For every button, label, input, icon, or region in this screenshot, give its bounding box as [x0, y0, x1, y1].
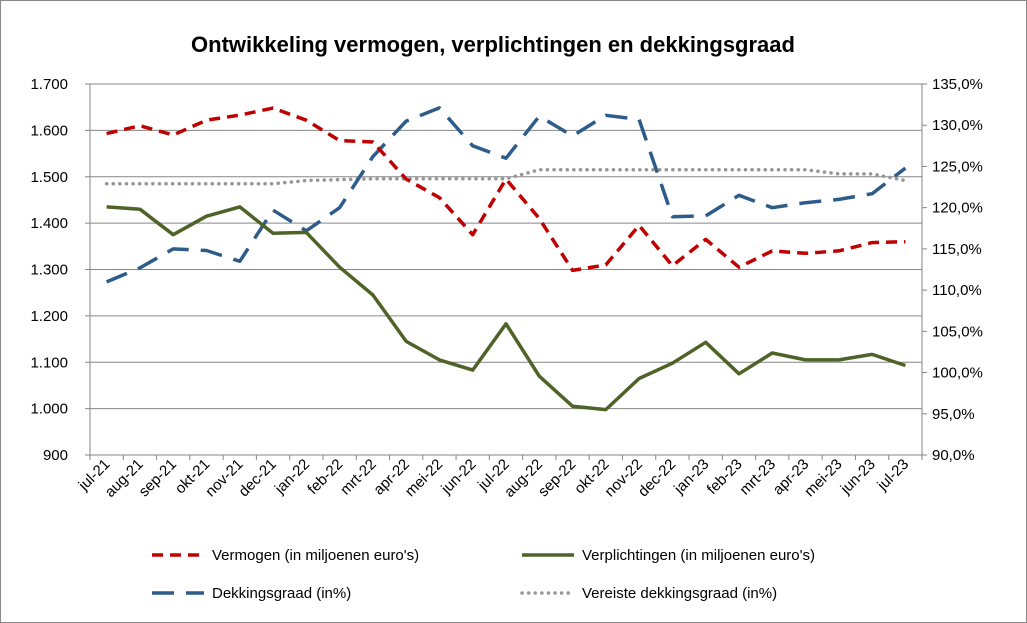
x-tick-label: aug-21: [102, 456, 147, 501]
y-right-tick-label: 125,0%: [932, 158, 983, 175]
x-tick-label: feb-23: [704, 456, 746, 498]
y-right-tick-label: 100,0%: [932, 365, 983, 382]
legend-label: Dekkingsgraad (in%): [212, 585, 351, 602]
x-tick-label: aug-22: [501, 456, 546, 501]
y-right-tick-label: 95,0%: [932, 406, 975, 423]
x-tick-label: mrt-22: [337, 456, 380, 499]
y-left-tick-label: 1.700: [30, 76, 68, 93]
y-right-tick-label: 120,0%: [932, 200, 983, 217]
x-tick-label: mei-23: [801, 456, 845, 500]
y-left-tick-label: 1.000: [30, 401, 68, 418]
y-right-tick-label: 110,0%: [932, 282, 982, 299]
x-tick-label: jun-22: [437, 456, 479, 498]
x-tick-label: mei-22: [402, 456, 446, 500]
x-tick-label: sep-22: [535, 456, 579, 500]
y-left-tick-label: 1.100: [30, 354, 68, 371]
y-left-tick-label: 900: [43, 447, 68, 464]
x-tick-label: jun-23: [837, 456, 879, 498]
y-left-tick-label: 1.400: [30, 215, 68, 232]
left-axis-ticks: 900 1.000 1.100 1.200 1.300 1.400 1.500 1.600 1.…: [30, 76, 68, 464]
chart-title: Ontwikkeling vermogen, verplichtingen en…: [191, 32, 795, 57]
x-tick-label: feb-22: [304, 456, 346, 498]
x-axis-ticks: jul-21aug-21sep-21okt-21nov-21dec-21jan-…: [75, 456, 912, 501]
series-line-1: [106, 106, 906, 273]
y-left-tick-label: 1.300: [30, 262, 68, 279]
y-right-tick-label: 90,0%: [932, 447, 975, 464]
series-lines: [104, 106, 908, 412]
legend-label: Verplichtingen (in miljoenen euro's): [582, 547, 815, 564]
x-tick-label: jul-23: [874, 456, 913, 495]
y-left-tick-label: 1.500: [30, 169, 68, 186]
x-tick-label: sep-21: [136, 456, 180, 500]
y-left-tick-label: 1.600: [30, 122, 68, 139]
series-line-4: [104, 167, 908, 186]
right-axis-ticks: 90,0% 95,0% 100,0% 105,0% 110,0% 115,0% 120,0%…: [932, 76, 983, 464]
y-right-tick-label: 105,0%: [932, 323, 983, 340]
legend-label: Vermogen (in miljoenen euro's): [212, 547, 419, 564]
x-tick-label: mrt-23: [736, 456, 779, 499]
gridlines: [90, 83, 922, 410]
series-line-2: [106, 205, 906, 412]
legend-label: Vereiste dekkingsgraad (in%): [582, 585, 777, 602]
x-tick-label: jan-23: [670, 456, 712, 498]
series-line-3: [105, 106, 907, 284]
y-left-tick-label: 1.200: [30, 308, 68, 325]
y-right-tick-label: 135,0%: [932, 76, 983, 93]
legend: Vermogen (in miljoenen euro's) Verplichti…: [152, 547, 815, 602]
x-tick-label: dec-22: [635, 456, 679, 500]
y-right-tick-label: 115,0%: [932, 241, 982, 258]
x-tick-label: jan-22: [271, 456, 313, 498]
y-right-tick-label: 130,0%: [932, 117, 983, 134]
axes: [85, 83, 927, 460]
x-tick-label: dec-21: [235, 456, 279, 500]
